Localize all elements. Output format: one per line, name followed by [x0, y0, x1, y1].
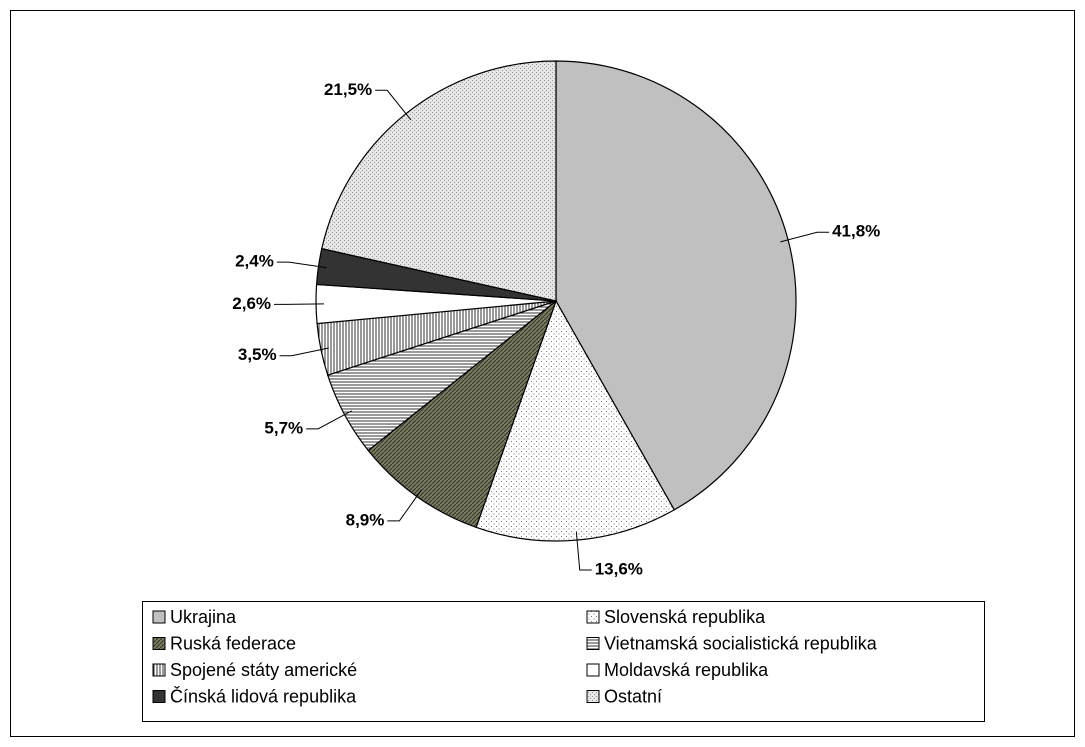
leader-line — [780, 231, 830, 243]
legend-swatch — [152, 690, 166, 703]
legend-swatch — [586, 690, 600, 703]
data-label: 5,7% — [264, 418, 303, 437]
leader-line — [575, 532, 592, 571]
leader-line — [306, 410, 352, 430]
leader-line — [387, 489, 422, 522]
legend-swatch — [586, 663, 600, 677]
legend-label: Spojené státy americké — [170, 660, 357, 680]
data-label: 2,6% — [232, 294, 271, 313]
legend-label: Ruská federace — [170, 633, 296, 653]
legend-swatch — [152, 610, 166, 624]
legend-swatch — [152, 663, 166, 677]
data-label: 3,5% — [238, 345, 277, 364]
legend-label: Čínská lidová republika — [170, 685, 357, 706]
legend-label: Vietnamská socialistická republika — [604, 633, 878, 653]
legend-swatch — [586, 610, 600, 624]
data-label: 8,9% — [346, 510, 385, 529]
data-label: 13,6% — [595, 559, 643, 578]
legend-label: Slovenská republika — [604, 607, 766, 627]
data-label: 21,5% — [324, 80, 372, 99]
legend-label: Moldavská republika — [604, 660, 769, 680]
leader-line — [375, 89, 412, 121]
chart-border — [10, 10, 1075, 737]
legend-label: Ostatní — [604, 686, 662, 706]
leader-line — [276, 261, 327, 269]
data-label: 2,4% — [235, 252, 274, 271]
legend-swatch — [586, 637, 600, 650]
legend-label: Ukrajina — [170, 607, 237, 627]
data-label: 41,8% — [832, 222, 880, 241]
legend-swatch — [152, 637, 166, 650]
legend-box — [142, 601, 985, 722]
leader-line — [279, 347, 329, 357]
